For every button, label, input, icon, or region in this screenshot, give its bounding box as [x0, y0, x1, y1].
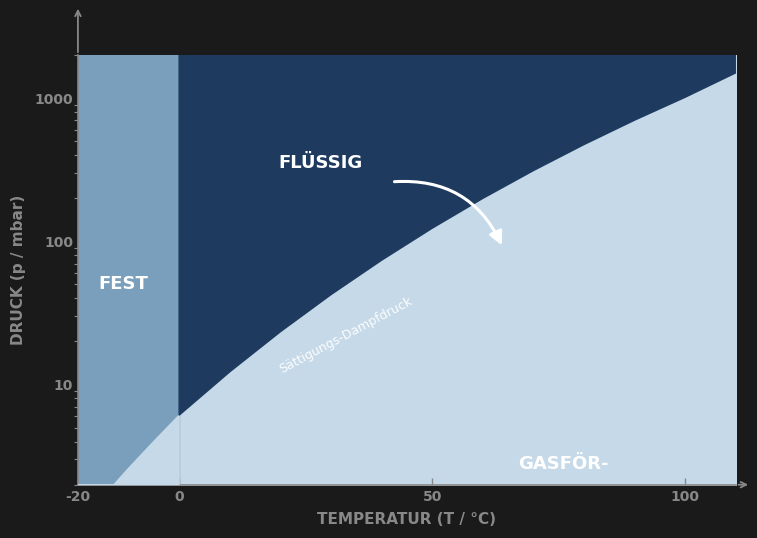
Polygon shape — [78, 30, 179, 485]
Text: FEST: FEST — [98, 275, 148, 293]
Polygon shape — [78, 415, 179, 526]
X-axis label: TEMPERATUR (T / °C): TEMPERATUR (T / °C) — [317, 512, 497, 527]
Polygon shape — [179, 30, 736, 415]
Y-axis label: DRUCK (p / mbar): DRUCK (p / mbar) — [11, 195, 26, 345]
Text: Sättigungs-Dampfdruck: Sättigungs-Dampfdruck — [277, 295, 415, 376]
Text: GASFÖR-: GASFÖR- — [519, 455, 609, 473]
Text: FLÜSSIG: FLÜSSIG — [279, 154, 363, 172]
FancyArrowPatch shape — [394, 181, 500, 242]
